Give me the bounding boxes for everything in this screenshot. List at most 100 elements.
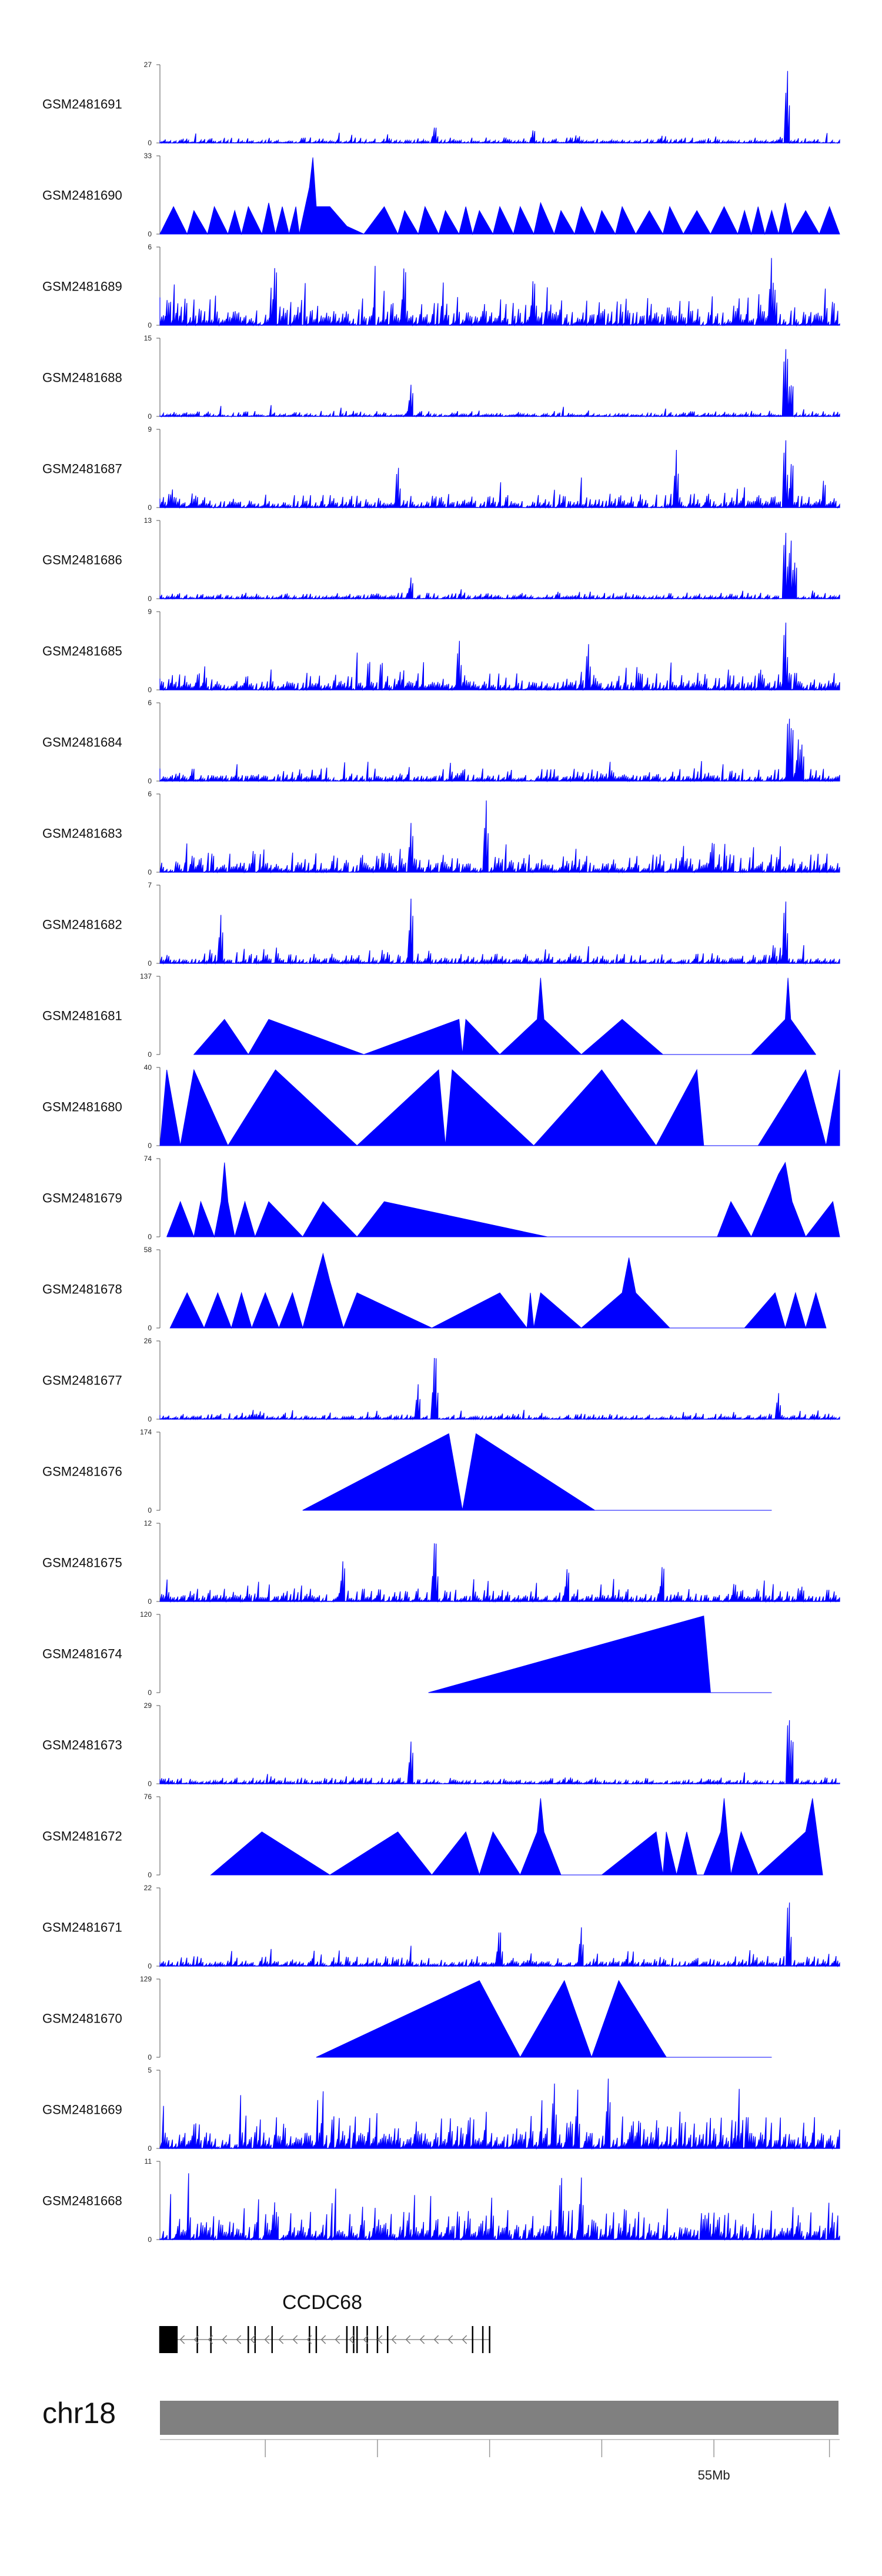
- strand-arrow: [278, 2335, 284, 2344]
- strand-arrow: [462, 2335, 467, 2344]
- track-label: GSM2481679: [42, 1191, 122, 1206]
- track-label: GSM2481677: [42, 1373, 122, 1388]
- strand-arrow: [236, 2335, 242, 2344]
- y-min-label: 0: [148, 686, 152, 694]
- coverage-area: [159, 2078, 840, 2150]
- y-max-label: 27: [144, 61, 152, 69]
- y-min-label: 0: [148, 139, 152, 147]
- y-max-label: 6: [148, 790, 152, 798]
- chromosome-track: chr18 55Mb: [42, 2397, 840, 2482]
- y-max-label: 26: [144, 1337, 152, 1345]
- track-GSM2481691: GSM2481691 27 0: [42, 61, 840, 147]
- track-label: GSM2481685: [42, 644, 122, 659]
- y-max-label: 13: [144, 516, 152, 525]
- coverage-area: [159, 1069, 840, 1147]
- track-label: GSM2481676: [42, 1464, 122, 1479]
- strand-arrow: [320, 2335, 326, 2344]
- coverage-area: [159, 2173, 840, 2241]
- track-GSM2481669: GSM2481669 5 0: [42, 2066, 840, 2153]
- y-max-label: 5: [148, 2066, 152, 2074]
- coverage-area: [169, 1252, 827, 1329]
- y-max-label: 129: [140, 1975, 152, 1983]
- track-label: GSM2481683: [42, 826, 122, 841]
- track-GSM2481679: GSM2481679 74 0: [42, 1154, 840, 1241]
- y-max-label: 6: [148, 243, 152, 251]
- track-label: GSM2481688: [42, 371, 122, 385]
- track-GSM2481672: GSM2481672 76 0: [42, 1793, 823, 1879]
- strand-arrow: [335, 2335, 340, 2344]
- coverage-area: [302, 1433, 772, 1511]
- coverage-area: [159, 898, 840, 965]
- y-min-label: 0: [148, 1962, 152, 1970]
- track-GSM2481689: GSM2481689 6 0: [42, 243, 840, 329]
- y-max-label: 40: [144, 1063, 152, 1072]
- y-min-label: 0: [148, 959, 152, 967]
- track-label: GSM2481690: [42, 188, 122, 203]
- track-GSM2481677: GSM2481677 26 0: [42, 1337, 840, 1423]
- track-GSM2481683: GSM2481683 6 0: [42, 790, 840, 876]
- y-min-label: 0: [148, 1780, 152, 1788]
- strand-arrow: [363, 2335, 369, 2344]
- track-GSM2481687: GSM2481687 9 0: [42, 425, 840, 512]
- track-label: GSM2481674: [42, 1647, 122, 1661]
- y-min-label: 0: [148, 1233, 152, 1241]
- coverage-area: [210, 1798, 823, 1876]
- strand-arrow: [208, 2335, 213, 2344]
- track-label: GSM2481671: [42, 1920, 122, 1935]
- gene-utr-block: [160, 2326, 178, 2353]
- coverage-area: [159, 1720, 840, 1786]
- coverage-area: [159, 1902, 840, 1968]
- strand-arrow: [391, 2335, 397, 2344]
- track-GSM2481681: GSM2481681 137 0: [42, 972, 816, 1059]
- track-GSM2481675: GSM2481675 12 0: [42, 1519, 840, 1606]
- coverage-area: [159, 71, 840, 145]
- track-label: GSM2481682: [42, 917, 122, 932]
- y-max-label: 12: [144, 1519, 152, 1527]
- gene-model: [159, 2326, 490, 2353]
- coverage-area: [159, 1543, 840, 1603]
- y-min-label: 0: [148, 1597, 152, 1606]
- y-max-label: 22: [144, 1884, 152, 1892]
- track-label: GSM2481675: [42, 1556, 122, 1570]
- y-min-label: 0: [148, 2235, 152, 2244]
- track-GSM2481671: GSM2481671 22 0: [42, 1884, 840, 1970]
- track-GSM2481668: GSM2481668 11 0: [42, 2157, 840, 2244]
- strand-arrow: [419, 2335, 425, 2344]
- track-label: GSM2481681: [42, 1009, 122, 1023]
- track-label: GSM2481670: [42, 2011, 122, 2026]
- strand-arrow: [250, 2335, 256, 2344]
- y-min-label: 0: [148, 321, 152, 329]
- track-label: GSM2481673: [42, 1738, 122, 1753]
- y-max-label: 15: [144, 334, 152, 342]
- y-max-label: 58: [144, 1246, 152, 1254]
- strand-arrow: [377, 2335, 383, 2344]
- strand-arrow: [433, 2335, 439, 2344]
- y-max-label: 9: [148, 608, 152, 616]
- coverage-area: [159, 258, 840, 327]
- track-GSM2481670: GSM2481670 129 0: [42, 1975, 772, 2061]
- track-GSM2481685: GSM2481685 9 0: [42, 608, 840, 694]
- y-max-label: 74: [144, 1154, 152, 1163]
- strand-arrow: [292, 2335, 298, 2344]
- y-max-label: 9: [148, 425, 152, 433]
- y-min-label: 0: [148, 868, 152, 876]
- coverage-area: [316, 1980, 772, 2058]
- track-label: GSM2481672: [42, 1829, 122, 1844]
- track-label: GSM2481669: [42, 2103, 122, 2117]
- y-max-label: 120: [140, 1610, 152, 1619]
- y-min-label: 0: [148, 1415, 152, 1423]
- track-label: GSM2481687: [42, 462, 122, 476]
- coverage-area: [159, 349, 840, 418]
- coverage-area: [159, 157, 840, 235]
- x-tick-label: 55Mb: [698, 2468, 730, 2482]
- y-max-label: 11: [145, 2157, 152, 2165]
- track-label: GSM2481686: [42, 553, 122, 568]
- gene-track: CCDC68: [159, 2291, 490, 2353]
- strand-arrow: [264, 2335, 270, 2344]
- track-label: GSM2481678: [42, 1282, 122, 1297]
- coverage-area: [166, 1162, 840, 1238]
- y-max-label: 137: [140, 972, 152, 980]
- y-max-label: 76: [144, 1793, 152, 1801]
- track-GSM2481686: GSM2481686 13 0: [42, 516, 840, 603]
